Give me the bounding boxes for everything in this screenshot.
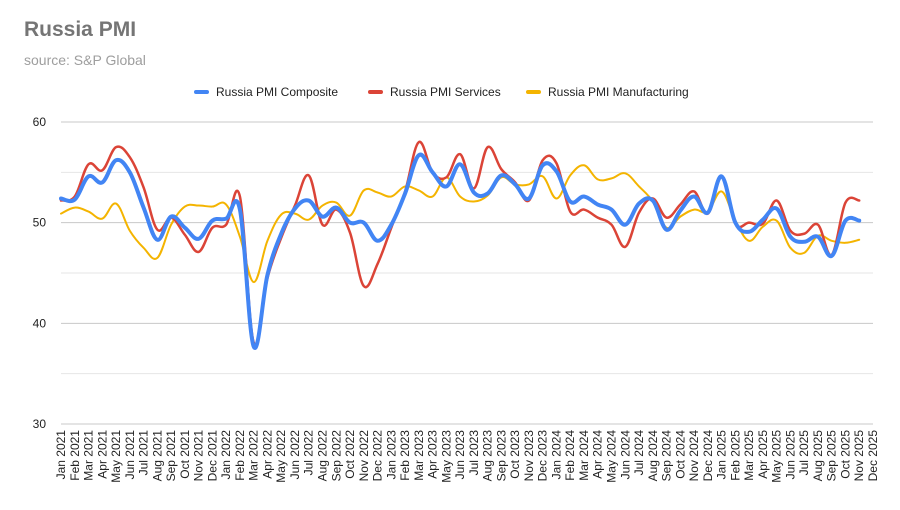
x-tick-label: Dec 2022 [371,430,385,482]
x-tick-label: Jul 2023 [467,430,481,476]
y-tick-label: 30 [33,417,47,431]
x-tick-label: Oct 2025 [838,430,852,479]
x-tick-label: Sep 2025 [825,430,839,482]
legend-label: Russia PMI Services [390,85,501,99]
x-tick-label: Jun 2022 [288,430,302,480]
x-tick-label: Sep 2021 [164,430,178,482]
x-tick-label: Mar 2024 [577,430,591,481]
x-tick-label: Nov 2022 [357,430,371,482]
x-tick-label: Aug 2022 [315,430,329,482]
x-tick-label: May 2023 [439,430,453,483]
x-tick-label: Aug 2021 [150,430,164,482]
x-tick-label: Nov 2024 [687,430,701,482]
x-tick-label: Jun 2025 [783,430,797,480]
x-tick-label: Mar 2023 [412,430,426,481]
x-tick-label: Oct 2022 [343,430,357,479]
x-tick-label: Jul 2021 [137,430,151,476]
x-tick-label: Nov 2021 [192,430,206,482]
x-tick-label: Jul 2022 [302,430,316,476]
x-tick-label: Jun 2023 [453,430,467,480]
x-tick-label: Oct 2021 [178,430,192,479]
x-tick-label: Sep 2023 [494,430,508,482]
x-tick-label: Jan 2021 [54,430,68,480]
x-tick-label: Feb 2024 [563,430,577,481]
x-tick-label: Feb 2022 [233,430,247,481]
chart-title: Russia PMI [24,18,137,41]
x-tick-label: May 2024 [605,430,619,483]
x-tick-label: Mar 2022 [247,430,261,481]
x-tick-label: Apr 2024 [591,430,605,479]
x-tick-label: Dec 2023 [536,430,550,482]
x-tick-label: Apr 2025 [756,430,770,479]
x-tick-label: Mar 2021 [82,430,96,481]
x-tick-label: Jan 2022 [219,430,233,480]
x-tick-label: Oct 2023 [508,430,522,479]
x-tick-label: May 2025 [770,430,784,483]
x-tick-label: Jun 2021 [123,430,137,480]
y-tick-label: 50 [33,216,47,230]
x-tick-label: Jan 2024 [549,430,563,480]
x-tick-label: Oct 2024 [673,430,687,479]
x-tick-label: May 2021 [109,430,123,483]
x-tick-label: Dec 2025 [866,430,880,482]
x-tick-label: Jul 2024 [632,430,646,476]
x-tick-label: Sep 2024 [660,430,674,482]
x-tick-label: Apr 2021 [95,430,109,479]
x-tick-label: Jul 2025 [797,430,811,476]
legend-label: Russia PMI Manufacturing [548,85,689,99]
y-tick-label: 40 [33,316,47,330]
x-tick-label: Nov 2025 [852,430,866,482]
y-tick-label: 60 [33,115,47,129]
x-tick-label: Feb 2025 [728,430,742,481]
x-tick-label: Nov 2023 [522,430,536,482]
series-line-russia-pmi-composite [59,152,862,350]
x-tick-label: Aug 2025 [811,430,825,482]
chart-subtitle: source: S&P Global [24,52,146,68]
x-tick-label: Aug 2023 [481,430,495,482]
x-tick-label: Apr 2022 [260,430,274,479]
x-tick-label: Jan 2025 [715,430,729,480]
x-tick-label: Aug 2024 [646,430,660,482]
x-tick-label: Dec 2021 [205,430,219,482]
x-tick-label: Dec 2024 [701,430,715,482]
x-tick-label: Sep 2022 [329,430,343,482]
x-tick-label: Apr 2023 [426,430,440,479]
x-tick-label: Feb 2023 [398,430,412,481]
series-line-russia-pmi-manufacturing [60,164,861,284]
x-tick-label: May 2022 [274,430,288,483]
legend-label: Russia PMI Composite [216,85,338,99]
x-tick-label: Feb 2021 [68,430,82,481]
x-tick-label: Jan 2023 [384,430,398,480]
x-tick-label: Mar 2025 [742,430,756,481]
x-tick-label: Jun 2024 [618,430,632,480]
